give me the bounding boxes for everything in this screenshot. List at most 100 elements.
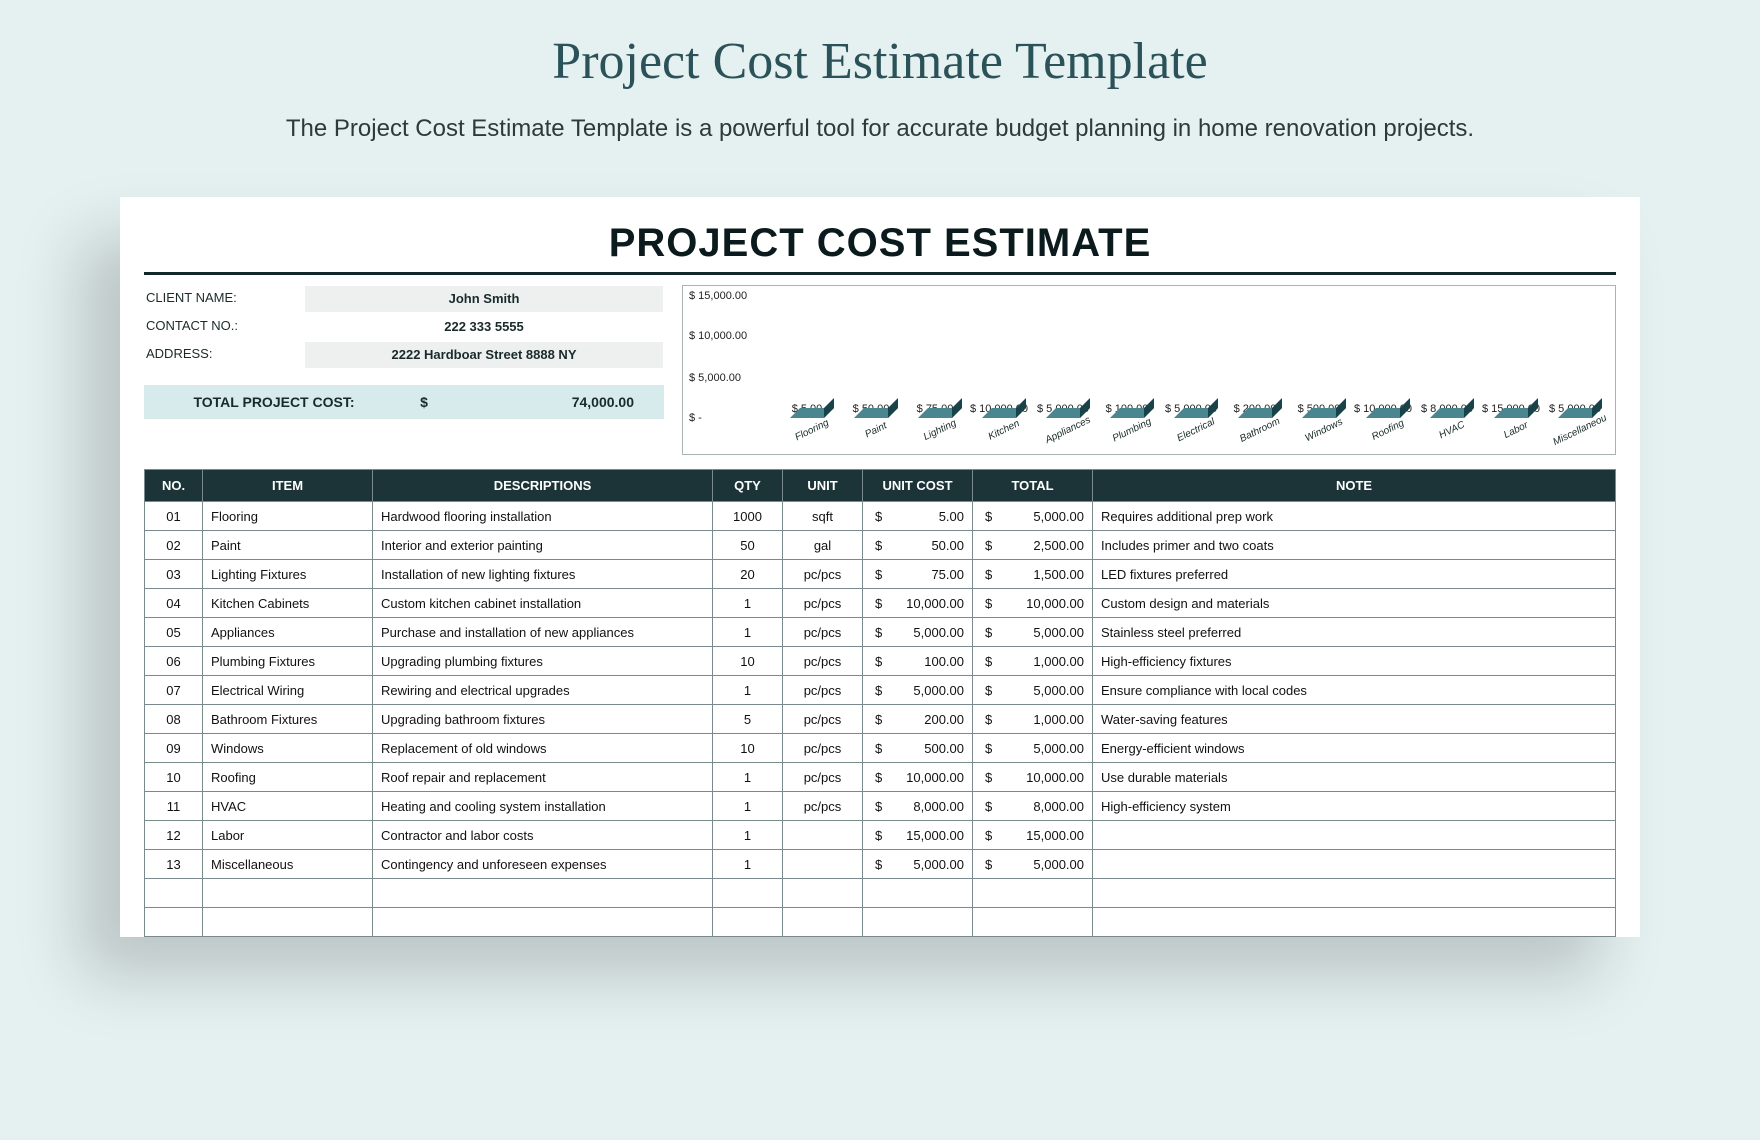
cell-unit-cost: $8,000.00 xyxy=(863,792,973,821)
table-column-header: NO. xyxy=(145,470,203,502)
cell-qty: 1 xyxy=(713,763,783,792)
cell-item: Miscellaneous xyxy=(203,850,373,879)
cell-unit-cost: $75.00 xyxy=(863,560,973,589)
cell-empty xyxy=(203,908,373,937)
cell-empty xyxy=(783,908,863,937)
cell-note: Energy-efficient windows xyxy=(1093,734,1616,763)
cell-note xyxy=(1093,850,1616,879)
cell-item: HVAC xyxy=(203,792,373,821)
cell-unit: pc/pcs xyxy=(783,560,863,589)
cell-description: Purchase and installation of new applian… xyxy=(373,618,713,647)
cell-total: $2,500.00 xyxy=(973,531,1093,560)
cell-no: 07 xyxy=(145,676,203,705)
chart-y-tick: $ 10,000.00 xyxy=(689,330,747,342)
cell-total: $1,500.00 xyxy=(973,560,1093,589)
table-column-header: QTY xyxy=(713,470,783,502)
client-address-label: ADDRESS: xyxy=(144,341,304,369)
cell-description: Rewiring and electrical upgrades xyxy=(373,676,713,705)
cell-unit: pc/pcs xyxy=(783,734,863,763)
cell-item: Labor xyxy=(203,821,373,850)
cell-no: 11 xyxy=(145,792,203,821)
cell-qty: 5 xyxy=(713,705,783,734)
cell-unit: pc/pcs xyxy=(783,618,863,647)
client-name-label: CLIENT NAME: xyxy=(144,285,304,313)
cell-empty xyxy=(713,908,783,937)
cell-qty: 50 xyxy=(713,531,783,560)
cell-note: Requires additional prep work xyxy=(1093,502,1616,531)
cell-qty: 1 xyxy=(713,792,783,821)
cell-qty: 1000 xyxy=(713,502,783,531)
cell-unit: pc/pcs xyxy=(783,705,863,734)
cell-note: Custom design and materials xyxy=(1093,589,1616,618)
cell-no: 03 xyxy=(145,560,203,589)
cell-description: Installation of new lighting fixtures xyxy=(373,560,713,589)
cell-no: 12 xyxy=(145,821,203,850)
table-row: 09WindowsReplacement of old windows10pc/… xyxy=(145,734,1616,763)
cell-qty: 10 xyxy=(713,734,783,763)
cell-item: Electrical Wiring xyxy=(203,676,373,705)
page-subtitle: The Project Cost Estimate Template is a … xyxy=(180,111,1580,147)
table-row: 10RoofingRoof repair and replacement1pc/… xyxy=(145,763,1616,792)
cell-no: 10 xyxy=(145,763,203,792)
cell-no: 02 xyxy=(145,531,203,560)
cell-qty: 1 xyxy=(713,618,783,647)
cost-bar-chart: $ 15,000.00$ 10,000.00$ 5,000.00$ - $ 5.… xyxy=(682,285,1616,455)
cell-note: High-efficiency system xyxy=(1093,792,1616,821)
cell-unit-cost: $15,000.00 xyxy=(863,821,973,850)
client-info-block: CLIENT NAME: John Smith CONTACT NO.: 222… xyxy=(144,285,664,455)
cell-empty xyxy=(373,908,713,937)
cell-item: Lighting Fixtures xyxy=(203,560,373,589)
client-contact-value: 222 333 5555 xyxy=(304,313,664,341)
table-row-empty xyxy=(145,908,1616,937)
cell-empty xyxy=(145,879,203,908)
cell-no: 08 xyxy=(145,705,203,734)
cell-total: $10,000.00 xyxy=(973,763,1093,792)
table-row: 08Bathroom FixturesUpgrading bathroom fi… xyxy=(145,705,1616,734)
cell-unit: pc/pcs xyxy=(783,676,863,705)
table-row: 02PaintInterior and exterior painting50g… xyxy=(145,531,1616,560)
cell-description: Contractor and labor costs xyxy=(373,821,713,850)
cell-qty: 1 xyxy=(713,676,783,705)
cell-empty xyxy=(973,879,1093,908)
cell-total: $5,000.00 xyxy=(973,618,1093,647)
cell-empty xyxy=(783,879,863,908)
cell-unit-cost: $10,000.00 xyxy=(863,589,973,618)
table-row: 12LaborContractor and labor costs1 $15,00… xyxy=(145,821,1616,850)
cell-unit: pc/pcs xyxy=(783,763,863,792)
cell-unit-cost: $10,000.00 xyxy=(863,763,973,792)
cell-no: 13 xyxy=(145,850,203,879)
cell-item: Roofing xyxy=(203,763,373,792)
chart-y-tick: $ - xyxy=(689,412,702,424)
cell-unit-cost: $5,000.00 xyxy=(863,850,973,879)
table-row: 04Kitchen CabinetsCustom kitchen cabinet… xyxy=(145,589,1616,618)
cell-description: Roof repair and replacement xyxy=(373,763,713,792)
cell-empty xyxy=(203,879,373,908)
sheet-divider xyxy=(144,272,1616,275)
cell-empty xyxy=(863,879,973,908)
cell-qty: 1 xyxy=(713,821,783,850)
cell-empty xyxy=(973,908,1093,937)
table-column-header: DESCRIPTIONS xyxy=(373,470,713,502)
total-cost-currency: $ xyxy=(404,385,444,419)
cell-empty xyxy=(373,879,713,908)
cell-item: Flooring xyxy=(203,502,373,531)
cell-empty xyxy=(1093,908,1616,937)
cell-unit: sqft xyxy=(783,502,863,531)
cell-total: $5,000.00 xyxy=(973,676,1093,705)
table-row: 13MiscellaneousContingency and unforesee… xyxy=(145,850,1616,879)
cell-unit xyxy=(783,850,863,879)
client-name-value: John Smith xyxy=(304,285,664,313)
table-column-header: UNIT xyxy=(783,470,863,502)
cell-unit-cost: $50.00 xyxy=(863,531,973,560)
table-row: 03Lighting FixturesInstallation of new l… xyxy=(145,560,1616,589)
cell-note: Stainless steel preferred xyxy=(1093,618,1616,647)
table-column-header: NOTE xyxy=(1093,470,1616,502)
chart-y-tick: $ 15,000.00 xyxy=(689,290,747,302)
cell-total: $5,000.00 xyxy=(973,734,1093,763)
cell-total: $1,000.00 xyxy=(973,647,1093,676)
cell-note: Ensure compliance with local codes xyxy=(1093,676,1616,705)
cell-note: Water-saving features xyxy=(1093,705,1616,734)
cell-unit-cost: $5,000.00 xyxy=(863,676,973,705)
cell-qty: 20 xyxy=(713,560,783,589)
cell-no: 06 xyxy=(145,647,203,676)
